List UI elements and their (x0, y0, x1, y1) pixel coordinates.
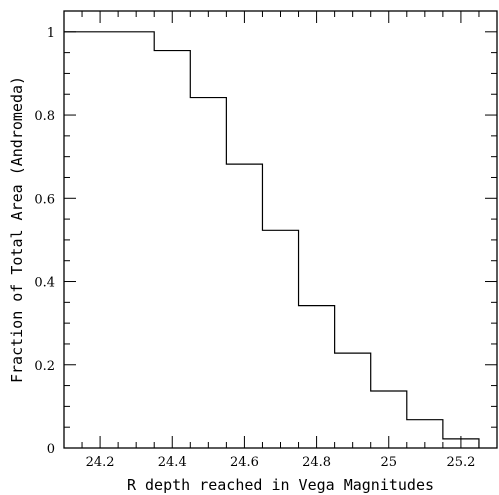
series-step-line (64, 31, 480, 448)
x-tick-label: 24.6 (230, 455, 259, 470)
plot-frame (63, 10, 498, 449)
y-tick-label: 0.2 (34, 359, 55, 374)
x-tick-label: 24.8 (302, 455, 331, 470)
x-tick-label: 24.4 (158, 455, 187, 470)
y-axis-label: Fraction of Total Area (Andromeda) (8, 76, 26, 383)
y-tick-label: 0 (47, 442, 55, 457)
y-tick-label: 0.8 (34, 109, 55, 124)
y-tick-label: 1 (47, 26, 55, 41)
ticks-layer (63, 10, 498, 449)
x-tick-label: 24.2 (86, 455, 115, 470)
x-tick-label: 25.2 (446, 455, 475, 470)
x-tick-label: 25 (380, 455, 397, 470)
y-tick-label: 0.4 (34, 276, 55, 291)
tick-labels-layer: 24.2 24.4 24.6 24.8 25 25.2 0 0.2 0.4 0.6 0.8 1 (34, 26, 475, 470)
x-axis-label: R depth reached in Vega Magnitudes (127, 476, 434, 494)
y-tick-label: 0.6 (34, 192, 55, 207)
series-layer (64, 31, 480, 448)
